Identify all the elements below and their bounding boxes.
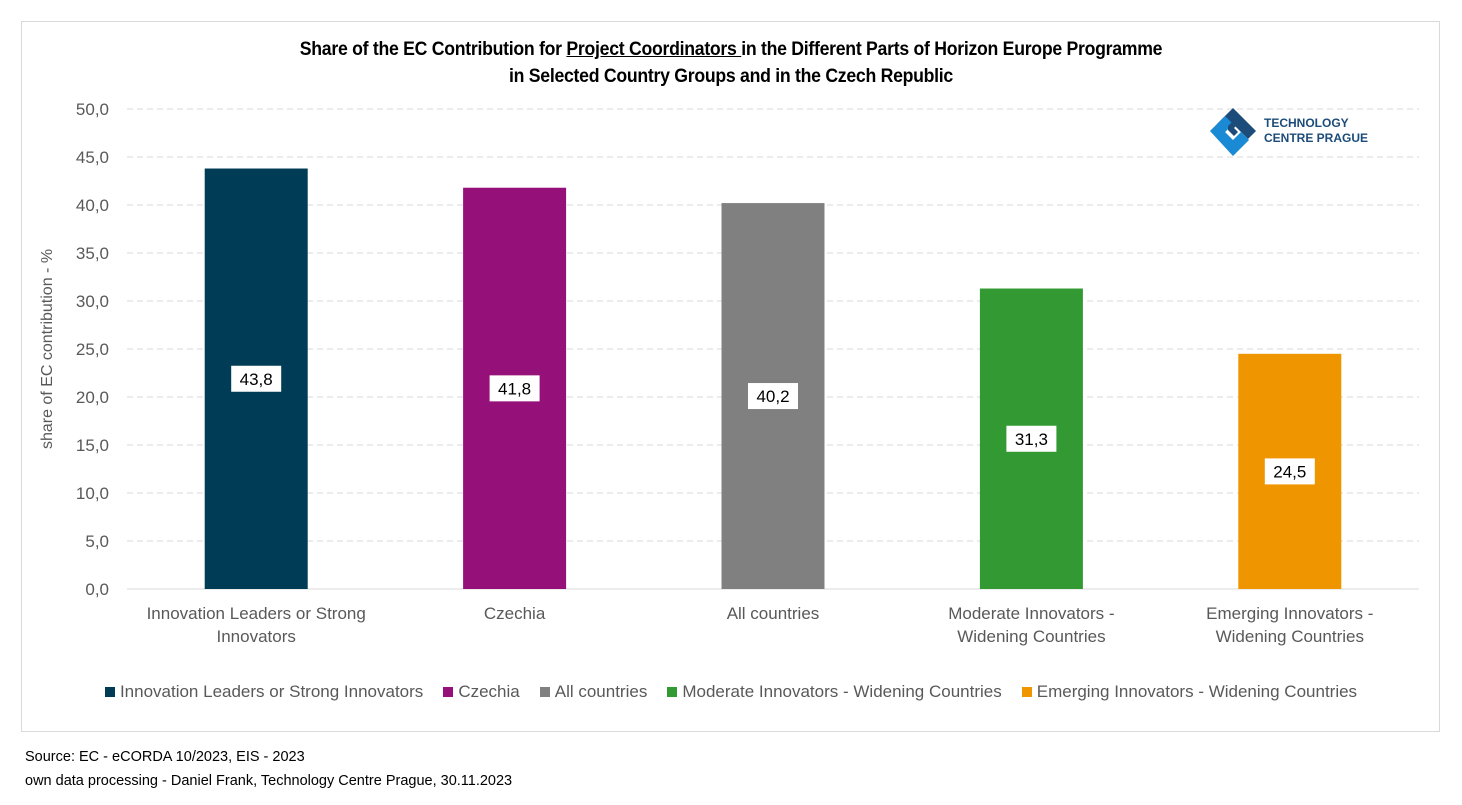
title-line-2: in Selected Country Groups and in the Cz… xyxy=(508,66,953,87)
title-part-3: in the Different Parts of Horizon Europe… xyxy=(741,39,1163,60)
data-label-box xyxy=(1264,458,1315,485)
legend-item: Moderate Innovators - Widening Countries xyxy=(667,682,1002,702)
technology-centre-prague-logo: TECHNOLOGY CENTRE PRAGUE xyxy=(1208,106,1368,156)
y-tick-label: 50,0 xyxy=(76,100,109,119)
legend-swatch xyxy=(1021,687,1032,697)
category-label: Innovators xyxy=(217,627,296,646)
y-tick-label: 40,0 xyxy=(76,196,109,215)
legend-item: Emerging Innovators - Widening Countries xyxy=(1021,682,1358,702)
legend-label: Emerging Innovators - Widening Countries xyxy=(1036,682,1358,701)
data-label: 43,8 xyxy=(240,370,273,389)
source-line-2: own data processing - Daniel Frank, Tech… xyxy=(25,773,513,789)
chart-title: Share of the EC Contribution for Project… xyxy=(51,36,1411,90)
legend: Innovation Leaders or Strong Innovators … xyxy=(0,682,1462,702)
category-label: Widening Countries xyxy=(957,627,1105,646)
y-axis-ticks: 0,0 5,0 10,0 15,0 20,0 25,0 30,0 35,0 40,0 45,0 50… xyxy=(76,100,109,599)
y-tick-label: 0,0 xyxy=(85,580,109,599)
logo-mark-icon xyxy=(1210,108,1256,156)
data-labels: 43,8 41,8 40,2 31,3 24,5 xyxy=(231,365,1315,485)
x-axis-categories: Innovation Leaders or Strong Innovators Cz… xyxy=(147,604,1374,646)
logo-line-1: TECHNOLOGY xyxy=(1264,116,1349,130)
title-part-1: Share of the EC Contribution for xyxy=(299,39,567,60)
legend-swatch xyxy=(104,687,115,697)
category-label: Moderate Innovators - xyxy=(948,604,1114,623)
legend-item: Innovation Leaders or Strong Innovators xyxy=(104,682,424,702)
y-axis-label: share of EC contribution - % xyxy=(39,249,56,449)
y-tick-label: 45,0 xyxy=(76,148,109,167)
y-tick-label: 15,0 xyxy=(76,436,109,455)
legend-swatch xyxy=(667,687,678,697)
data-label: 31,3 xyxy=(1015,430,1048,449)
data-label: 24,5 xyxy=(1273,462,1306,481)
y-tick-label: 35,0 xyxy=(76,244,109,263)
category-label: Widening Countries xyxy=(1216,627,1364,646)
y-tick-label: 10,0 xyxy=(76,484,109,503)
legend-swatch xyxy=(539,687,550,697)
legend-label: Innovation Leaders or Strong Innovators xyxy=(119,682,424,701)
legend-label: Czechia xyxy=(458,682,520,701)
category-label: Czechia xyxy=(484,604,546,623)
data-label-box xyxy=(489,375,540,402)
category-label: All countries xyxy=(727,604,820,623)
y-tick-label: 20,0 xyxy=(76,388,109,407)
y-tick-label: 30,0 xyxy=(76,292,109,311)
bars xyxy=(204,168,1342,589)
title-part-underlined: Project Coordinators xyxy=(566,39,742,60)
data-label-box xyxy=(1006,425,1057,452)
source-line-1: Source: EC - eCORDA 10/2023, EIS - 2023 xyxy=(25,749,305,765)
legend-item: All countries xyxy=(539,682,648,702)
logo-line-2: CENTRE PRAGUE xyxy=(1264,131,1369,145)
data-label: 40,2 xyxy=(756,387,789,406)
y-tick-label: 5,0 xyxy=(85,532,109,551)
category-label: Innovation Leaders or Strong xyxy=(147,604,366,623)
legend-label: All countries xyxy=(554,682,648,701)
legend-swatch xyxy=(443,687,454,697)
category-label: Emerging Innovators - xyxy=(1206,604,1373,623)
legend-item: Czechia xyxy=(443,682,520,702)
legend-label: Moderate Innovators - Widening Countries xyxy=(682,682,1002,701)
y-tick-label: 25,0 xyxy=(76,340,109,359)
data-label-box xyxy=(748,383,798,410)
data-label-box xyxy=(231,365,282,392)
source-note: Source: EC - eCORDA 10/2023, EIS - 2023 … xyxy=(25,745,512,793)
data-label: 41,8 xyxy=(498,379,531,398)
